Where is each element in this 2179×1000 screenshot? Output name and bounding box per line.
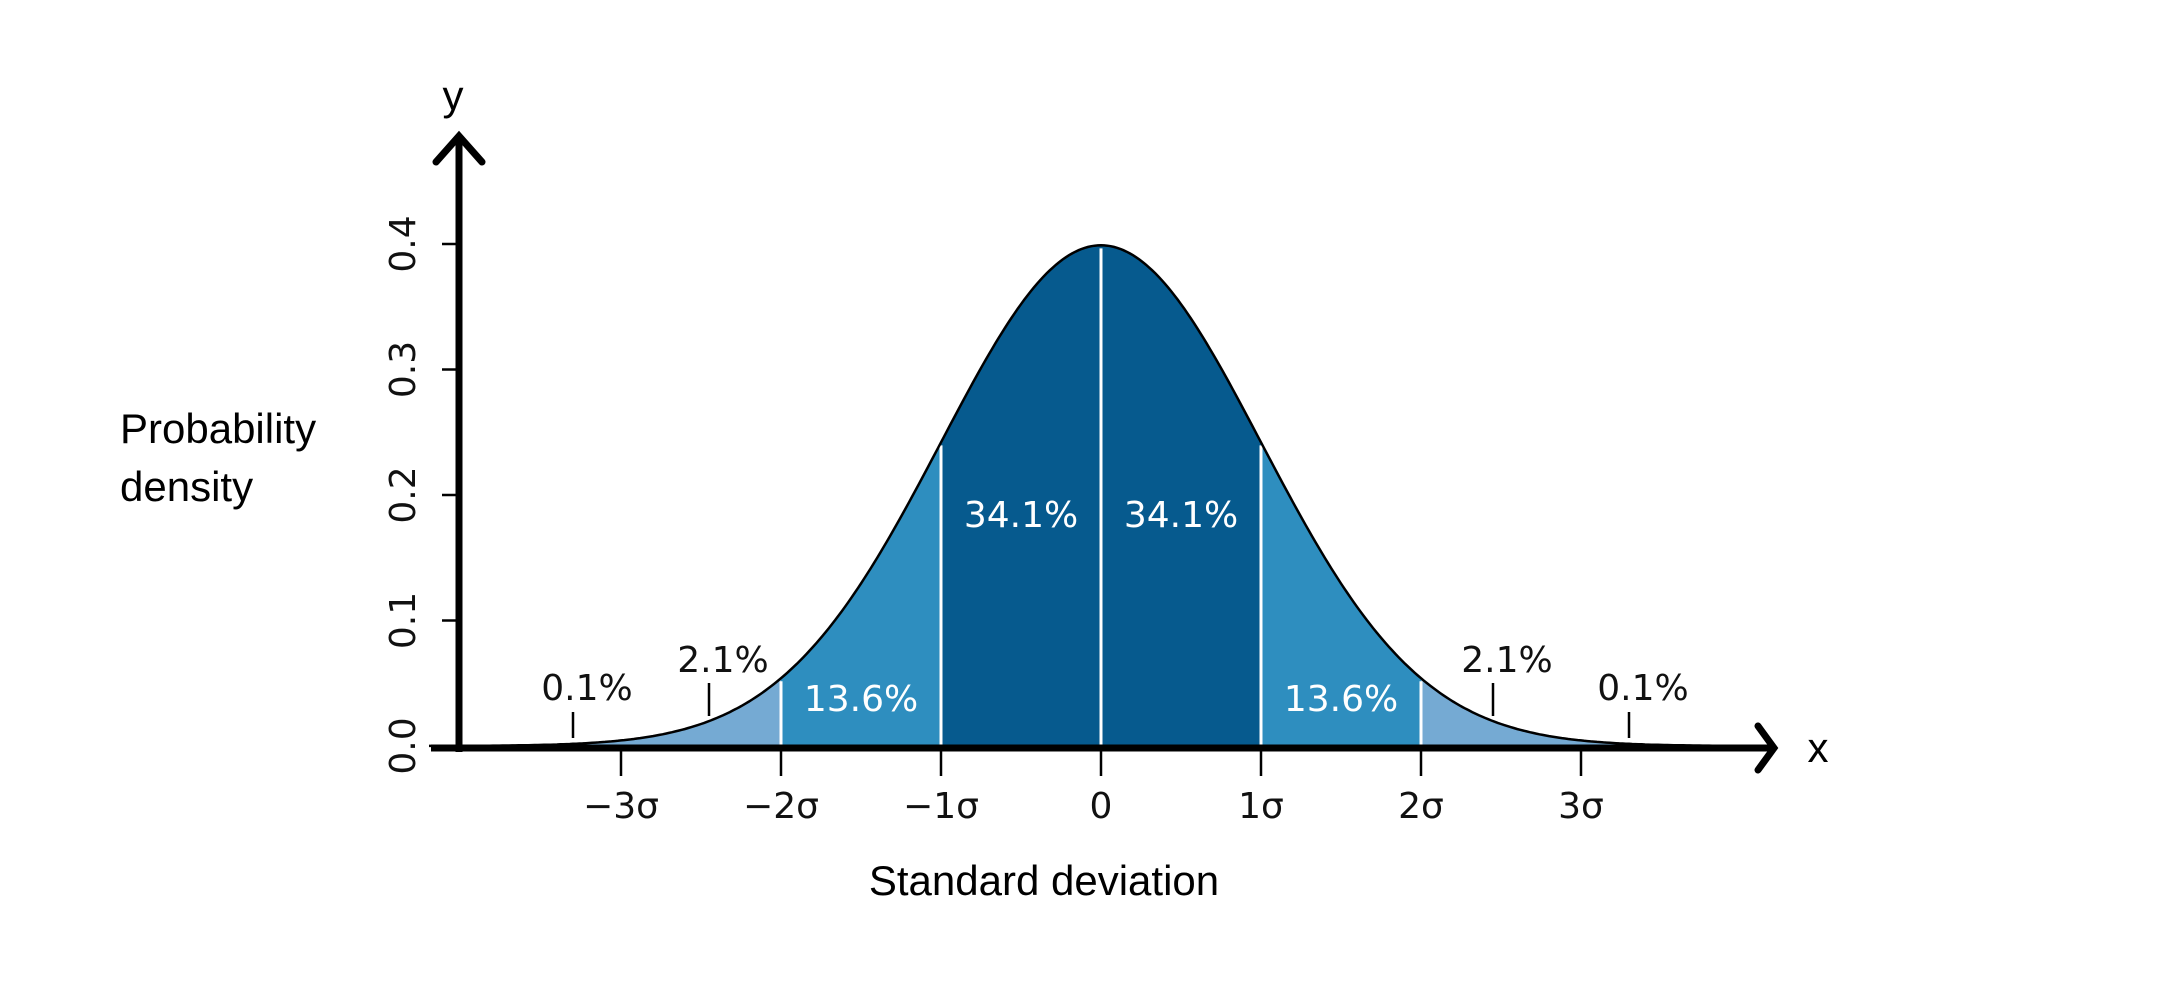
x-tick-label: 1σ [1238,786,1284,827]
x-tick-label: −2σ [743,786,819,827]
y-tick-label: 0.0 [383,717,424,774]
region-label: 2.1% [677,640,768,681]
x-tick-label: 2σ [1398,786,1444,827]
region-fill-6 [1421,678,1581,746]
region-fill-1 [621,678,781,746]
tail-markers [571,683,1631,738]
x-axis-arrow-icon [1754,722,1779,774]
y-axis-title-wrap: Probability density [120,405,317,510]
y-axis-title: Probability density [120,405,317,510]
y-ticks: 0.0 0.1 0.2 0.3 0.4 [383,215,459,775]
x-tick-label: −1σ [903,786,979,827]
x-axis-letter: x [1808,724,1829,771]
sigma-dividers [779,248,1423,746]
y-tick-label: 0.3 [383,341,424,398]
x-tick-label: 3σ [1558,786,1604,827]
region-label: 34.1% [964,495,1078,536]
density-curve [429,244,1773,748]
x-axis-title: Standard deviation [869,857,1219,904]
y-axis-arrow-icon [432,130,486,166]
x-tick-label: 0 [1090,786,1113,827]
y-tick-label: 0.4 [383,215,424,272]
y-tick-label: 0.2 [383,466,424,523]
region-label: 2.1% [1461,640,1552,681]
region-label: 13.6% [1284,679,1398,720]
y-axis-letter: y [443,72,464,119]
region-label: 0.1% [1597,668,1688,709]
x-tick-label: −3σ [583,786,659,827]
x-ticks: −3σ −2σ −1σ 0 1σ 2σ 3σ [583,746,1604,827]
region-label: 34.1% [1124,495,1238,536]
region-label: 0.1% [541,668,632,709]
region-label: 13.6% [804,679,918,720]
region-labels: 0.1% 2.1% 13.6% 34.1% 34.1% 13.6% 2.1% 0.1% [541,495,1688,720]
y-tick-label: 0.1 [383,592,424,649]
